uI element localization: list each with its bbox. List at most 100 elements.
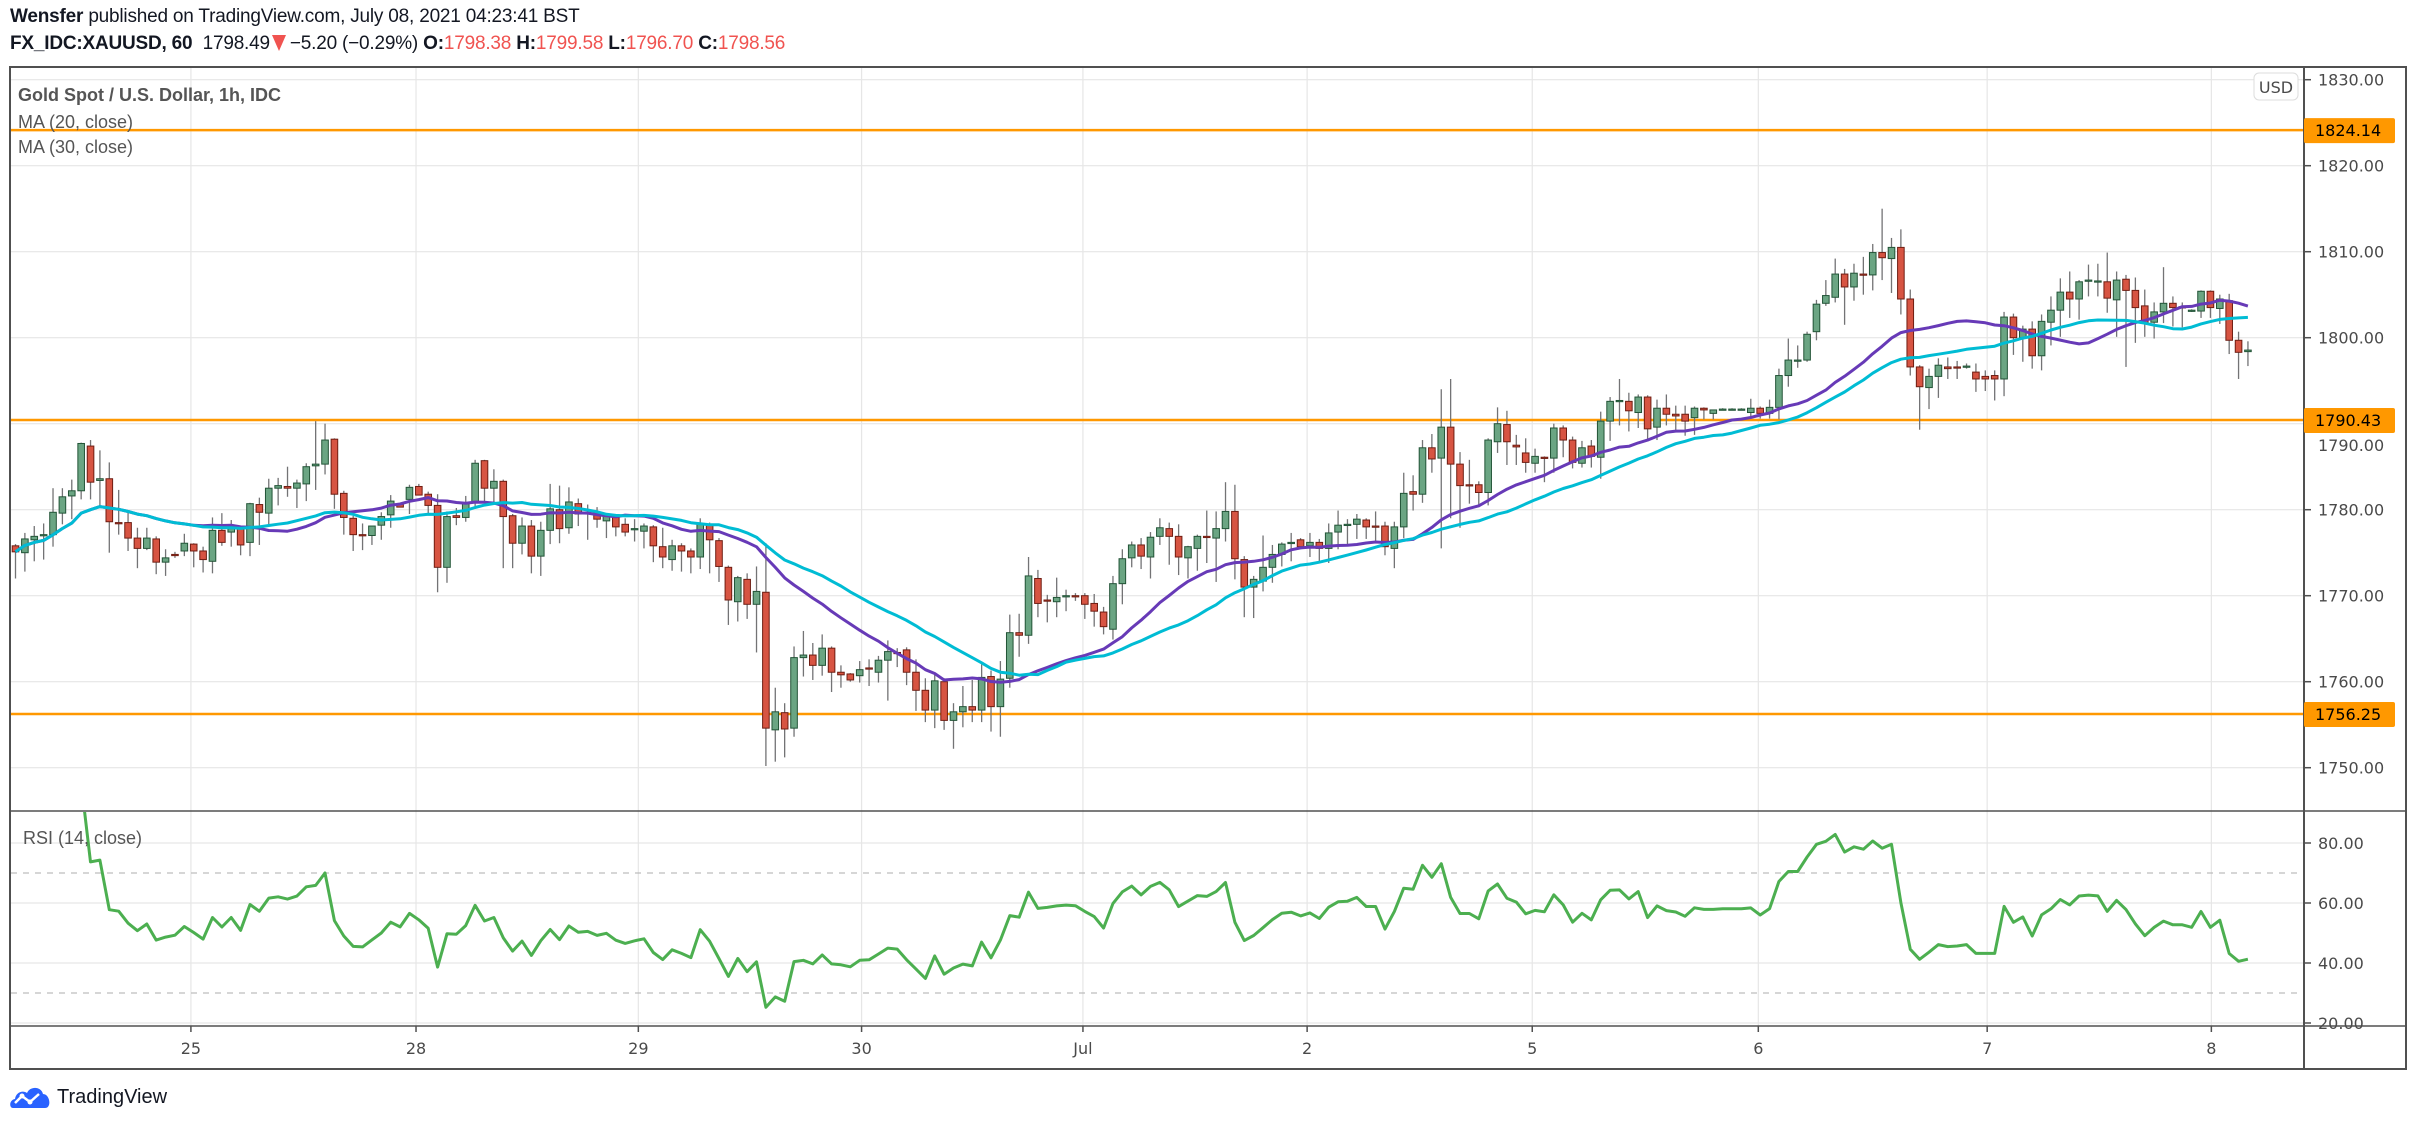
candle-body bbox=[1381, 525, 1389, 548]
time-tick-label: 6 bbox=[1753, 1039, 1763, 1058]
candle-body bbox=[1718, 408, 1727, 411]
candle bbox=[508, 513, 517, 569]
time-axis[interactable]: 25 28 29 30 Jul 2 5 6 7 8 bbox=[181, 1026, 2217, 1058]
candle bbox=[640, 523, 648, 549]
candle bbox=[1024, 556, 1033, 644]
close-label: C: bbox=[698, 33, 718, 54]
candle-body bbox=[96, 478, 104, 481]
candle-body bbox=[433, 504, 442, 568]
candle bbox=[874, 655, 883, 683]
candle-body bbox=[977, 676, 986, 711]
candle-body bbox=[1568, 439, 1577, 463]
candle-body bbox=[171, 553, 179, 557]
candle-body bbox=[499, 480, 508, 518]
candle bbox=[1390, 521, 1399, 569]
candle bbox=[86, 440, 95, 500]
candle-body bbox=[649, 526, 658, 547]
candle-body bbox=[1231, 510, 1239, 560]
candle bbox=[152, 536, 160, 575]
candle-body bbox=[724, 566, 733, 601]
moving-averages bbox=[14, 298, 2249, 684]
candle-body bbox=[827, 647, 836, 673]
candle-body bbox=[1418, 447, 1427, 495]
candle-body bbox=[264, 487, 273, 514]
candle-body bbox=[921, 689, 930, 711]
candle-body bbox=[368, 525, 376, 536]
currency-badge[interactable]: USD bbox=[2253, 72, 2299, 101]
last-price: 1798.49 bbox=[202, 33, 270, 54]
legend-ma20[interactable]: MA (20, close) bbox=[18, 112, 133, 132]
candle bbox=[1343, 519, 1352, 545]
candle bbox=[1634, 394, 1643, 428]
candle-body bbox=[996, 678, 1005, 708]
candle bbox=[1231, 484, 1239, 580]
candle-body bbox=[1174, 535, 1183, 558]
candle-body bbox=[1268, 553, 1277, 568]
candle-body bbox=[2234, 339, 2243, 353]
candle-body bbox=[2094, 280, 2102, 283]
candle-body bbox=[255, 504, 264, 513]
candle bbox=[715, 538, 723, 582]
candle-body bbox=[405, 486, 414, 500]
candle-body bbox=[1343, 523, 1352, 527]
candle-body bbox=[1334, 524, 1342, 533]
legend-rsi[interactable]: RSI (14, close) bbox=[23, 828, 142, 848]
candle bbox=[433, 494, 442, 593]
candles bbox=[11, 208, 2252, 766]
candle-body bbox=[2197, 290, 2205, 312]
time-tick-label: 29 bbox=[628, 1039, 648, 1058]
candle bbox=[621, 518, 630, 537]
candle-body bbox=[1081, 595, 1089, 605]
candle-body bbox=[1146, 536, 1155, 558]
candle bbox=[602, 515, 611, 539]
candle-body bbox=[809, 654, 817, 666]
legend-ma30[interactable]: MA (30, close) bbox=[18, 137, 133, 157]
candle-body bbox=[546, 508, 554, 531]
rsi-tick-label: 80.00 bbox=[2318, 834, 2364, 853]
candle-body bbox=[1531, 455, 1539, 464]
candle-body bbox=[1099, 611, 1108, 628]
candle bbox=[218, 513, 226, 546]
candle-body bbox=[1756, 407, 1764, 414]
tradingview-cloud-icon bbox=[10, 1087, 50, 1108]
candle-body bbox=[1953, 366, 1961, 369]
candle bbox=[161, 549, 170, 576]
rsi-axis[interactable]: 20.00 40.00 60.00 80.00 bbox=[2304, 834, 2364, 1033]
candle bbox=[940, 678, 948, 730]
candle bbox=[846, 673, 855, 682]
author-name[interactable]: Wensfer bbox=[10, 6, 84, 27]
candle bbox=[733, 575, 742, 622]
candle-body bbox=[668, 545, 676, 561]
candle-body bbox=[452, 515, 461, 518]
candle bbox=[1906, 289, 1915, 376]
candle-body bbox=[1972, 371, 1980, 380]
price-tick-label: 1810.00 bbox=[2318, 243, 2384, 262]
candle-body bbox=[837, 671, 845, 676]
candle bbox=[1437, 389, 1446, 549]
candle bbox=[1793, 345, 1802, 368]
candle-body bbox=[2103, 281, 2112, 299]
candle-body bbox=[1428, 447, 1436, 460]
candle bbox=[630, 519, 639, 542]
candle bbox=[1981, 370, 1990, 392]
price-axis[interactable]: 1750.00 1760.00 1770.00 1780.00 1790.00 1800.… bbox=[2304, 71, 2384, 778]
candle bbox=[2065, 271, 2074, 318]
candle bbox=[77, 442, 85, 500]
candle-body bbox=[58, 496, 67, 514]
candle-body bbox=[1709, 409, 1718, 414]
candle bbox=[790, 646, 798, 737]
candle-body bbox=[2159, 302, 2168, 313]
candle-body bbox=[818, 647, 826, 666]
tradingview-logo[interactable]: TradingView bbox=[9, 1084, 167, 1110]
candle-body bbox=[1062, 595, 1070, 598]
candle bbox=[311, 421, 320, 490]
candle-body bbox=[1437, 426, 1446, 459]
candle-body bbox=[1700, 407, 1708, 411]
candle bbox=[114, 489, 123, 535]
candle-body bbox=[1456, 463, 1464, 487]
candle-body bbox=[2084, 279, 2093, 282]
candle bbox=[1662, 394, 1671, 426]
close-value: 1798.56 bbox=[717, 33, 786, 54]
candle-body bbox=[471, 462, 479, 504]
